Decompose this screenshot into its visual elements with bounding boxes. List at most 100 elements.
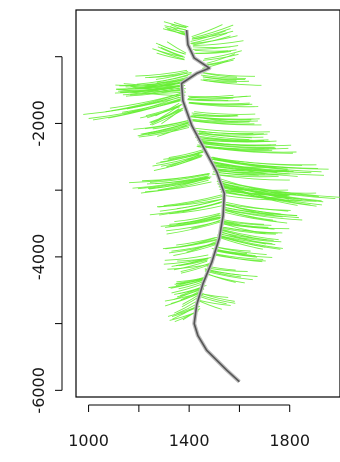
branch-line [181,293,205,308]
branch-line [115,88,185,92]
branch-line [165,27,185,33]
branch-line [213,166,268,171]
branch-line [157,46,183,58]
branch-line [196,133,250,141]
branch-line [199,296,227,305]
branch-line [194,49,229,52]
branch-line [161,107,184,125]
branch-line [173,21,189,28]
branch-line [213,253,264,260]
branch-line [186,241,217,253]
y-axis: -2000 -4000 -6000 [29,56,63,414]
branch-line [193,40,244,46]
branch-line [194,49,237,54]
branch-line [176,237,216,246]
branch-line [167,306,197,317]
branch-line [210,156,303,166]
branch-line [163,21,187,28]
branch-line [220,228,279,241]
branch-line [118,85,180,92]
x-tick-label: 1800 [269,431,310,450]
branch-line [192,114,238,117]
branch-line [193,119,250,123]
x-tick-label: 1000 [68,431,109,450]
branch-line [149,108,183,123]
branch-line [220,231,274,241]
y-tick-label: -4000 [29,234,48,281]
branch-line [222,228,276,235]
branch-line [178,281,203,290]
branch-line [191,28,231,40]
branch-line [176,214,220,225]
branch-line [166,220,224,235]
branch-line [160,47,184,57]
branch-line [190,95,248,99]
branch-line [166,41,187,54]
branch-line [222,189,287,196]
x-tick-label: 1400 [169,431,210,450]
branch-line [152,154,202,167]
branch-line [198,299,231,306]
branch-line [182,308,201,321]
branch-line [196,299,222,310]
branch-line [180,262,211,272]
stem-line [180,29,240,383]
branch-line [200,145,265,150]
branch-line [225,210,273,221]
branch-line [174,212,221,223]
branch-line [221,220,272,226]
branch-line [147,121,192,134]
branch-line [168,218,221,228]
branch-line [225,203,275,216]
branch-line [138,127,190,138]
branch-line [216,164,284,168]
branch-line [144,181,212,193]
branch-line [203,78,250,82]
branch-line [188,101,253,106]
branch-line [221,190,286,201]
branch-line [164,254,209,261]
branch-line [221,186,289,191]
branch-line [222,203,291,211]
branch-line [167,150,204,161]
branch-line [199,142,276,149]
branch-line [206,57,236,66]
branch-line [204,50,242,60]
branch-line [220,218,265,225]
branch-line [144,120,189,130]
branch-line [122,97,184,113]
branch-line [177,257,212,262]
branch-line [201,141,271,146]
x-axis: 1000 1400 1800 [68,404,310,450]
branch-line [132,86,183,91]
branch-line [203,79,238,83]
branch-line [220,236,266,248]
branch-line [216,168,280,172]
branch-line [151,109,184,126]
branch-line [169,204,225,215]
branch-line [149,173,210,183]
branch-line [194,111,256,115]
branch-line [217,234,276,245]
branch-line [191,219,221,229]
branch-line [191,112,231,117]
branch-line [158,43,186,55]
branch-line [156,73,192,83]
branch-line [155,102,180,117]
branch-line [137,123,190,137]
branch-line [187,97,234,100]
branch-line [223,211,288,224]
branch-line [198,135,253,141]
branch-lines [83,21,340,323]
branch-line [218,233,282,243]
branch-line [181,236,220,247]
branch-line [215,169,265,176]
branch-line [182,200,224,213]
branch-line [200,74,246,79]
branch-line [193,120,255,125]
y-tick-label: -2000 [29,100,48,146]
branch-line [224,208,283,218]
branch-line [221,182,336,199]
branch-line [223,221,269,228]
